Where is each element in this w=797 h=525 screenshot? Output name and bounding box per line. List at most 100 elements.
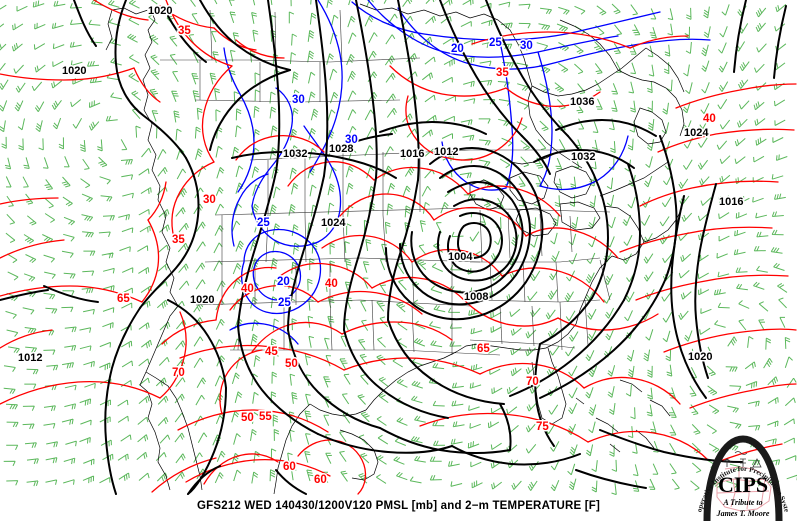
wind-barb [421,72,433,81]
logo-tribute-line2: James T. Moore [716,509,770,518]
wind-barb [733,249,746,256]
wind-barb [348,0,351,6]
wind-barb [540,7,553,15]
wind-barb [697,159,708,170]
wind-barb [756,265,768,273]
wind-barb [470,461,482,468]
wind-barb [214,186,224,199]
wind-barb [717,302,730,309]
wind-barb [64,326,77,333]
wind-barb [122,192,134,199]
wind-barb [429,456,442,462]
wind-barb [331,14,339,27]
wind-barb [175,340,186,350]
wind-barb [585,272,595,284]
wind-barb [666,364,673,377]
wind-barb [725,366,738,372]
map-canvas: 1020 1020 1032 1028 1016 1012 1024 1004 1008 1020… [0,0,797,495]
wind-barb [308,335,315,348]
wind-barb [685,41,692,54]
wind-barb [195,262,206,273]
isobar-label: 1020 [148,5,172,17]
wind-barb [149,34,159,45]
wind-barb [755,22,766,33]
wind-barb [470,364,483,372]
wind-barb [0,62,6,71]
wind-barb [234,391,243,404]
wind-barb [79,140,86,152]
isotherm-label: 55 [259,411,272,423]
wind-barb [738,196,750,204]
isotherm-label: 35 [496,67,509,79]
wind-barb [44,197,54,209]
wind-barb [680,253,692,262]
isobar-label: 1028 [329,143,353,155]
wind-barb [646,404,653,417]
wind-barb [6,195,14,207]
wind-barb [289,128,298,141]
wind-barb [215,203,224,215]
wind-barb [491,481,503,490]
wind-barb [681,212,693,222]
wind-barb [530,250,540,262]
wind-barb [418,244,427,256]
wind-barb [121,227,134,233]
wind-barb [58,137,64,150]
wind-barb [558,6,570,15]
wind-barb [469,382,482,389]
wind-barb [517,44,530,51]
wind-barb [347,90,357,102]
wind-barb [536,42,549,50]
wind-barb [611,459,617,472]
logo-weather-symbols [722,451,762,468]
wind-barb [345,165,354,178]
wind-barb [545,423,556,435]
wind-barb [45,457,58,464]
wind-barb [510,367,522,377]
wind-barb [376,415,387,426]
wind-barb [490,442,502,450]
wind-barb [556,23,569,32]
wind-barb [548,404,559,415]
wind-barb [697,137,708,148]
isotherm-label: 40 [703,113,716,125]
wind-barb [506,386,518,395]
wind-barb [718,42,727,54]
wind-barb [713,288,726,296]
wind-barb [108,0,120,8]
wind-barb [64,156,70,168]
wind-barb [376,474,387,484]
wind-barb [518,22,531,29]
wind-barb [51,80,63,89]
wind-barb [0,79,9,90]
wind-barb [102,215,115,221]
wind-barb [358,473,368,484]
wind-barb [212,51,219,63]
wind-barb [18,138,24,151]
wind-barb [26,480,39,487]
wind-barb [81,214,94,222]
wind-barb [585,350,595,362]
wind-barb [6,421,19,428]
wind-barb [52,60,64,68]
wind-barb [767,420,779,428]
wind-barb [444,95,456,102]
chart-title: GFS212 WED 140430/1200V120 PMSL [mb] and… [196,500,601,512]
wind-barb [705,346,714,358]
wind-barb [425,15,436,25]
wind-barb [362,261,370,273]
wind-barb [159,434,171,444]
wind-barb [685,82,693,94]
wind-barb [686,7,692,20]
wind-barb [61,250,74,258]
wind-barb [490,406,503,414]
wind-barb [250,239,259,251]
wind-barb [42,234,54,243]
wind-barb [339,450,347,462]
wind-barb [763,358,773,369]
wind-barb [669,463,677,475]
wind-barb [667,23,673,36]
wind-barb [568,387,578,399]
isobar-label: 1024 [321,217,346,229]
wind-barb [326,129,335,142]
